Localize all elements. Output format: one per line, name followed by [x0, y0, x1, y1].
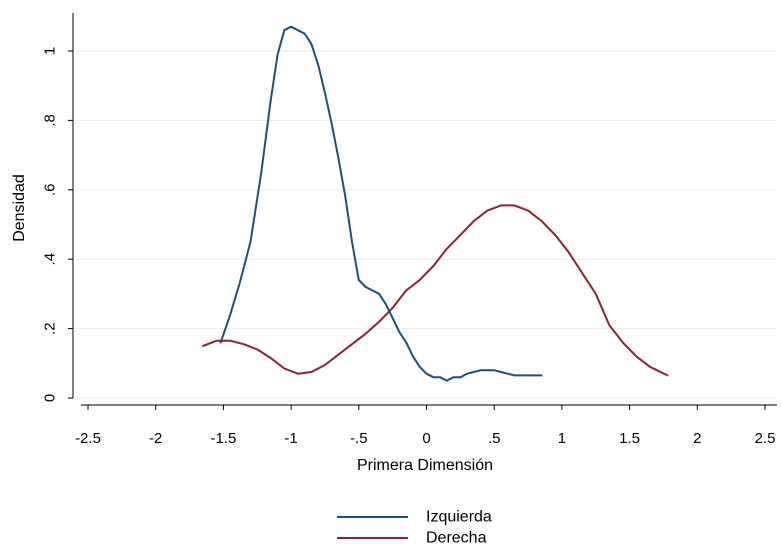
series-line-derecha	[202, 204, 669, 377]
x-axis-title: Primera Dimensión	[357, 457, 493, 474]
legend-label-derecha: Derecha	[426, 530, 487, 547]
grid-lines	[74, 50, 777, 399]
series-lines	[202, 25, 669, 382]
x-tick-label: .5	[488, 430, 501, 447]
x-tick-label: -2	[149, 430, 162, 447]
y-tick-label: .8	[42, 114, 59, 127]
x-tick-label: -1.5	[210, 430, 236, 447]
x-axis-ticks: -2.5 -2 -1.5 -1 -.5 0 .5 1 1.5 2 2.5	[75, 405, 775, 447]
y-axis-title: Densidad	[11, 174, 28, 242]
x-tick-label: 1.5	[619, 430, 640, 447]
x-tick-label: 1	[558, 430, 566, 447]
y-axis-ticks: 0 .2 .4 .6 .8 1	[42, 47, 73, 402]
legend: Izquierda Derecha	[337, 509, 492, 547]
x-tick-label: 2	[693, 430, 701, 447]
y-tick-label: .2	[42, 322, 59, 335]
y-tick-label: .4	[42, 253, 59, 266]
legend-label-izquierda: Izquierda	[426, 509, 492, 526]
x-tick-label: 2.5	[755, 430, 776, 447]
y-tick-label: .6	[42, 184, 59, 197]
x-tick-label: 0	[422, 430, 430, 447]
y-tick-label: 1	[42, 47, 59, 55]
x-tick-label: -.5	[350, 430, 368, 447]
y-tick-label: 0	[42, 394, 59, 402]
x-tick-label: -2.5	[75, 430, 101, 447]
x-tick-label: -1	[284, 430, 297, 447]
